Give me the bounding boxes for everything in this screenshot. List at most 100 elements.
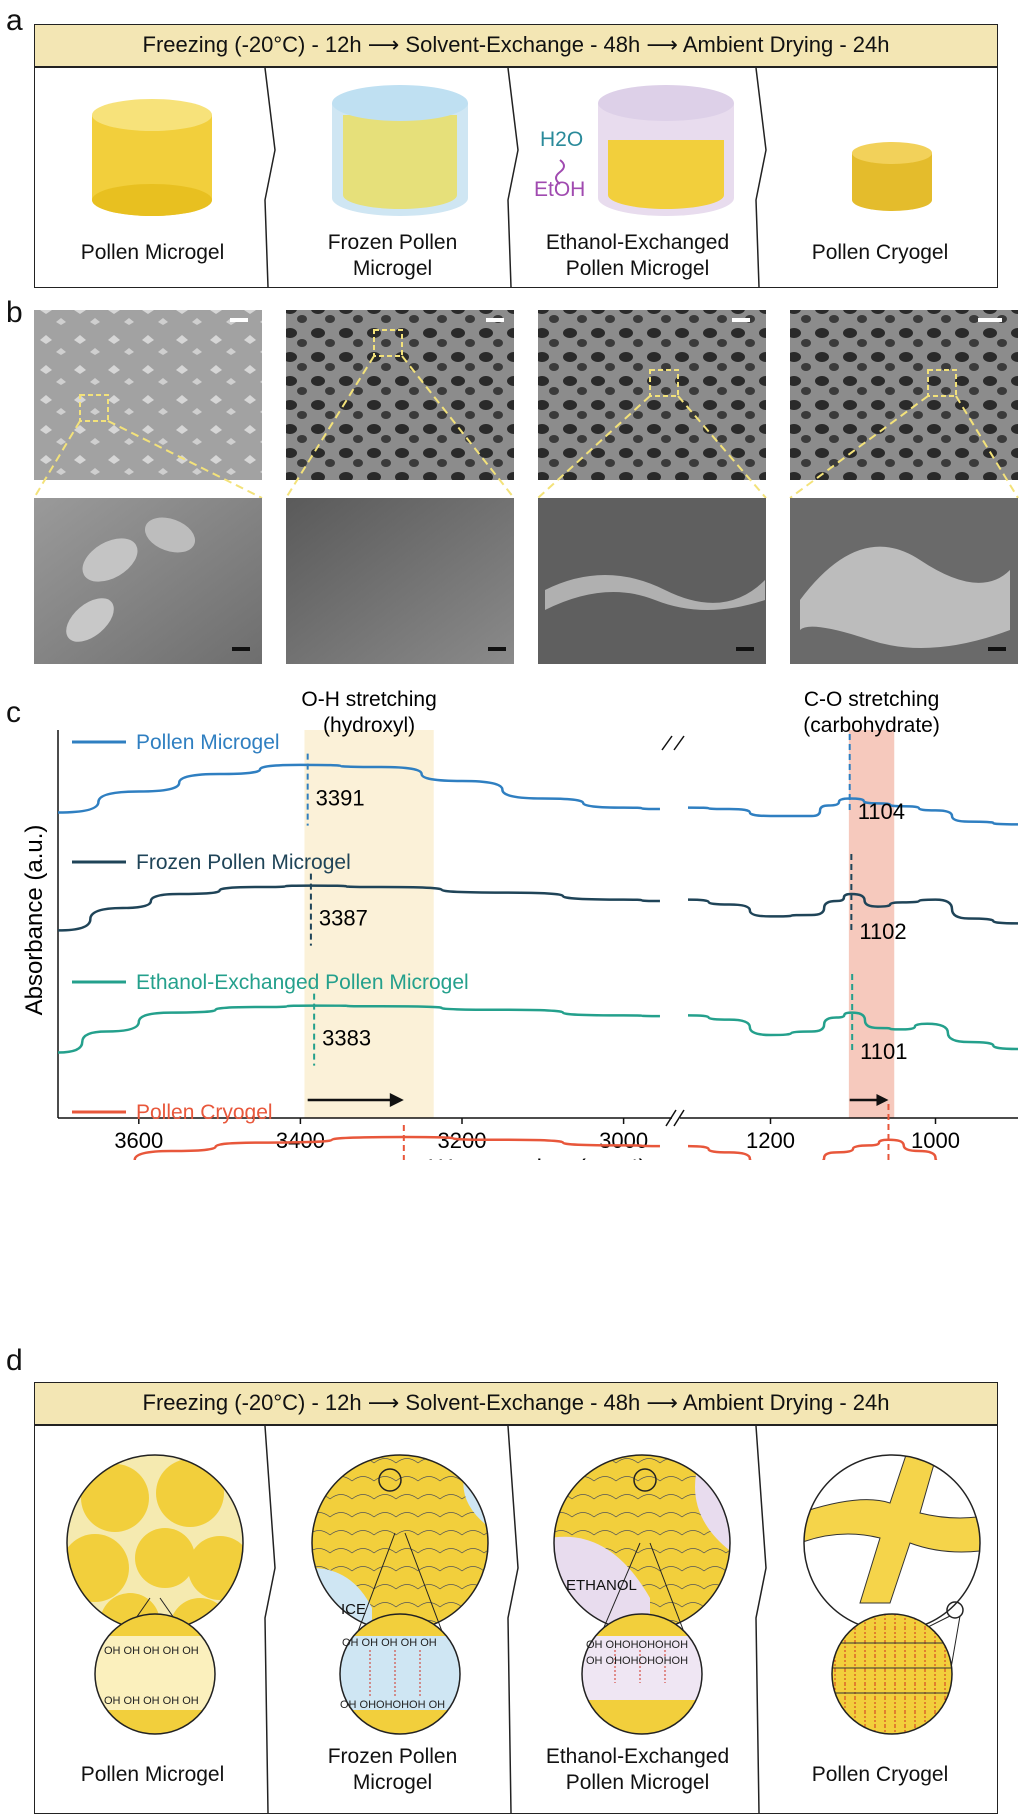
process-banner-d: Freezing (-20°C) - 12h ⟶ Solvent-Exchang… xyxy=(34,1382,998,1426)
sem-top-pollen-microgel xyxy=(34,310,262,480)
x-tick-label: 3000 xyxy=(599,1128,648,1153)
band-annotation: O-H stretching xyxy=(301,690,436,711)
arrow-icon: ⟶ xyxy=(646,1390,683,1415)
peak-label: 1104 xyxy=(858,799,905,824)
peak-label: 3383 xyxy=(322,1026,371,1051)
axis-break-icon xyxy=(673,1109,685,1127)
pollen-microgel-cylinder xyxy=(92,99,212,216)
ftir-chart: 360034003200300012001000Wavenumber (cm⁻¹… xyxy=(21,690,1019,1160)
peak-label: 3391 xyxy=(316,786,365,811)
banner-step-drying: Ambient Drying - 24h xyxy=(682,1390,890,1415)
schematic-d: OH OH OH OH OH OH OH OH OH OH OH OH OH O… xyxy=(66,1425,981,1814)
oh-label: OH OH OH OH OH xyxy=(104,1695,199,1707)
arrow-icon: ⟶ xyxy=(367,32,406,57)
stage-label-line: Pollen Cryogel xyxy=(811,241,949,264)
ethanol-exchanged-cylinder xyxy=(598,85,734,216)
peak-label: 3272 xyxy=(412,1157,461,1160)
sem-top-cryogel xyxy=(790,310,1018,480)
frozen-microgel-cylinder xyxy=(332,85,468,216)
banner-step-freezing: Freezing (-20°C) - 12h xyxy=(142,1390,362,1415)
stage-label-ethanol: Ethanol-Exchanged Pollen Microgel xyxy=(515,230,760,282)
oh-label: OH OHOHOHOHOH xyxy=(586,1639,688,1651)
stage-label-line: Pollen Microgel xyxy=(565,1771,710,1794)
sem-bottom-frozen xyxy=(286,498,514,664)
scale-bar-icon xyxy=(230,318,1006,651)
stage-label-line: Microgel xyxy=(352,1771,433,1794)
banner-step-solvent: Solvent-Exchange - 48h xyxy=(405,32,641,57)
microgel-network-circle xyxy=(67,1455,243,1631)
panel-label-b: b xyxy=(6,296,23,329)
x-tick-label: 1200 xyxy=(746,1128,795,1153)
banner-step-freezing: Freezing (-20°C) - 12h xyxy=(142,32,362,57)
sem-top-frozen xyxy=(286,310,514,480)
series-line xyxy=(687,1138,938,1160)
banner-step-solvent: Solvent-Exchange - 48h xyxy=(405,1390,641,1415)
stage-label-line: Ethanol-Exchanged xyxy=(545,231,730,254)
arrow-icon: ⟶ xyxy=(367,1390,406,1415)
oh-label: OH OH OH OH OH xyxy=(342,1637,437,1649)
stage-dividers-a xyxy=(92,67,932,288)
stage-label-line: Pollen Microgel xyxy=(565,257,710,280)
stage-label-line: Microgel xyxy=(352,257,433,280)
zoom-hydroxyl-2 xyxy=(339,1613,461,1735)
legend-label: Pollen Cryogel xyxy=(136,1101,273,1124)
sem-grid xyxy=(33,310,1019,664)
banner-step-drying: Ambient Drying - 24h xyxy=(682,32,890,57)
stage-label-d-ethanol: Ethanol-Exchanged Pollen Microgel xyxy=(515,1744,760,1796)
solvent-h2o: H2O xyxy=(540,128,584,151)
series-line xyxy=(687,1011,1019,1051)
axis-break-icon xyxy=(665,1109,677,1127)
peak-label: 3387 xyxy=(319,906,368,931)
x-tick-label: 3600 xyxy=(114,1128,163,1153)
band-annotation: C-O stretching xyxy=(804,690,939,711)
oh-label: OH OH OH OH OH xyxy=(104,1645,199,1657)
legend-label: Frozen Pollen Microgel xyxy=(136,851,351,874)
stage-label-d-frozen: Frozen Pollen Microgel xyxy=(275,1744,510,1796)
swap-arrows-icon xyxy=(555,159,565,185)
oh-label: OH OHOHOHOH OH xyxy=(340,1699,445,1711)
cryogel-cylinder xyxy=(852,142,932,211)
stage-label-d-pollen-microgel: Pollen Microgel xyxy=(40,1762,265,1788)
axis-break-icon xyxy=(673,735,685,751)
stage-label-line: Pollen Microgel xyxy=(80,241,225,264)
panel-label-a: a xyxy=(6,4,23,37)
stage-label-pollen-microgel: Pollen Microgel xyxy=(40,240,265,266)
solvent-etoh: EtOH xyxy=(534,178,586,201)
oh-label: OH OHOHOHOHOH xyxy=(586,1655,688,1667)
stage-label-line: Pollen Cryogel xyxy=(811,1763,949,1786)
stage-box-a xyxy=(34,66,998,288)
legend-label: Ethanol-Exchanged Pollen Microgel xyxy=(136,971,469,994)
peak-label: 1102 xyxy=(859,919,906,944)
process-banner-a: Freezing (-20°C) - 12h ⟶ Solvent-Exchang… xyxy=(34,24,998,68)
stage-box-d xyxy=(34,1424,998,1814)
shift-arrow-icon xyxy=(876,1094,889,1106)
band-annotation: (hydroxyl) xyxy=(323,714,415,737)
stage-label-line: Frozen Pollen xyxy=(327,231,458,254)
ice-label: ICE xyxy=(341,1601,367,1618)
hydroxyl-band xyxy=(304,730,434,1118)
stage-label-line: Frozen Pollen xyxy=(327,1745,458,1768)
zoom-hydroxyl-1 xyxy=(94,1613,216,1735)
stage-label-frozen: Frozen Pollen Microgel xyxy=(275,230,510,282)
x-tick-label: 3400 xyxy=(276,1128,325,1153)
x-axis-label: Wavenumber (cm⁻¹) xyxy=(429,1155,646,1160)
legend-label: Pollen Microgel xyxy=(136,731,280,754)
arrow-icon: ⟶ xyxy=(646,32,683,57)
peak-label: 1101 xyxy=(860,1039,907,1064)
band-annotation: (carbohydrate) xyxy=(803,714,940,737)
series-line xyxy=(57,763,660,814)
zoom-cryogel xyxy=(831,1613,953,1735)
ethanol-label: ETHANOL xyxy=(566,1577,637,1594)
stage-label-line: Pollen Microgel xyxy=(80,1763,225,1786)
x-tick-label: 1000 xyxy=(911,1128,960,1153)
stage-label-d-cryogel: Pollen Cryogel xyxy=(765,1762,995,1788)
panel-label-d: d xyxy=(6,1344,23,1377)
carbohydrate-band xyxy=(848,730,895,1118)
series-line xyxy=(133,1135,660,1160)
shift-arrow-icon xyxy=(389,1093,404,1107)
axis-break-icon xyxy=(661,735,673,751)
zoom-hydroxyl-3 xyxy=(581,1613,703,1735)
stage-label-cryogel: Pollen Cryogel xyxy=(765,240,995,266)
y-axis-label: Absorbance (a.u.) xyxy=(21,825,48,1016)
panel-label-c: c xyxy=(6,696,21,729)
